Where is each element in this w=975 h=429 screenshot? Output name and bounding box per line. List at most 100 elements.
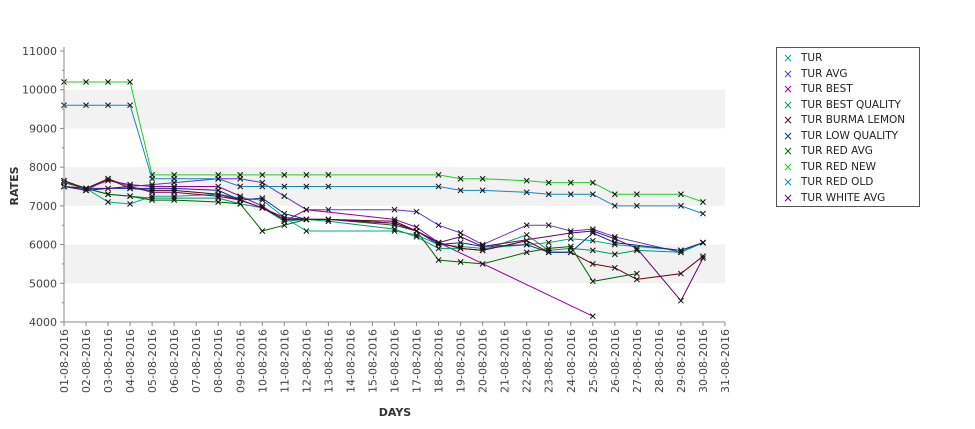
legend: × TUR × TUR AVG × TUR BEST × TUR BEST QUALITY × T… bbox=[776, 47, 920, 207]
x-tick-label: 06-08-2016 bbox=[168, 329, 181, 393]
data-point bbox=[677, 297, 684, 304]
legend-item: × TUR BEST bbox=[777, 82, 919, 98]
data-point bbox=[105, 79, 112, 85]
data-point bbox=[435, 171, 442, 178]
data-point bbox=[435, 241, 442, 248]
x-tick-label: 07-08-2016 bbox=[190, 329, 203, 393]
data-point bbox=[105, 102, 112, 109]
data-point bbox=[281, 193, 288, 200]
data-point bbox=[700, 210, 706, 217]
data-point bbox=[589, 278, 596, 285]
data-point bbox=[281, 171, 288, 178]
grid-band bbox=[64, 89, 725, 129]
data-point bbox=[523, 222, 530, 229]
data-point bbox=[589, 237, 596, 244]
x-tick-label: 22-08-2016 bbox=[521, 329, 534, 393]
tick-labels: 4000 5000 6000 7000 8000 9000 10000 11000 01-08-… bbox=[22, 45, 732, 393]
data-point bbox=[127, 193, 134, 200]
data-point bbox=[83, 102, 89, 109]
data-point bbox=[523, 241, 530, 248]
y-tick-label: 5000 bbox=[29, 277, 57, 290]
legend-label: TUR RED OLD bbox=[801, 176, 874, 188]
legend-marker-icon: × bbox=[782, 82, 794, 96]
x-tick-label: 02-08-2016 bbox=[80, 329, 93, 393]
data-point bbox=[391, 220, 398, 227]
data-point bbox=[325, 183, 332, 190]
data-point bbox=[633, 191, 640, 198]
x-tick-label: 13-08-2016 bbox=[322, 329, 335, 393]
data-point bbox=[545, 245, 552, 252]
x-tick-label: 25-08-2016 bbox=[587, 329, 600, 393]
data-point bbox=[303, 206, 310, 213]
data-point bbox=[259, 195, 266, 202]
data-point bbox=[105, 199, 112, 205]
x-tick-label: 03-08-2016 bbox=[102, 329, 115, 393]
legend-marker-icon: × bbox=[782, 128, 794, 143]
data-point bbox=[457, 175, 464, 182]
data-point bbox=[171, 189, 178, 196]
data-point bbox=[325, 171, 332, 178]
data-point bbox=[633, 247, 640, 254]
y-tick-label: 8000 bbox=[29, 161, 57, 174]
legend-label: TUR BURMA LEMON bbox=[801, 114, 906, 126]
data-point bbox=[700, 199, 706, 205]
data-point bbox=[633, 202, 640, 209]
data-point bbox=[589, 228, 596, 234]
data-point bbox=[237, 183, 244, 190]
data-point bbox=[611, 202, 618, 209]
data-point bbox=[545, 222, 552, 229]
legend-item: × TUR RED AVG bbox=[777, 144, 919, 160]
series-line bbox=[63, 178, 704, 253]
x-tick-label: 29-08-2016 bbox=[675, 329, 688, 393]
legend-label: TUR bbox=[801, 52, 823, 64]
data-point bbox=[523, 177, 530, 184]
x-axis-title: DAYS bbox=[379, 406, 412, 419]
legend-marker-icon: × bbox=[782, 66, 794, 81]
series-tur-white-avg bbox=[61, 183, 706, 304]
legend-item: × TUR bbox=[777, 51, 919, 67]
data-point bbox=[633, 245, 640, 252]
legend-item: × TUR RED NEW bbox=[777, 160, 919, 176]
data-point bbox=[149, 189, 156, 196]
legend-item: × TUR RED OLD bbox=[777, 175, 919, 191]
data-point bbox=[127, 183, 134, 190]
y-tick-label: 9000 bbox=[29, 122, 57, 135]
data-point bbox=[435, 222, 442, 229]
x-tick-label: 16-08-2016 bbox=[389, 329, 402, 393]
data-point bbox=[523, 231, 530, 238]
data-point bbox=[589, 191, 596, 198]
x-tick-label: 05-08-2016 bbox=[146, 329, 159, 393]
data-point bbox=[457, 233, 464, 240]
data-point bbox=[259, 204, 266, 211]
legend-marker-icon: × bbox=[782, 113, 794, 127]
data-point bbox=[567, 230, 574, 236]
legend-item: × TUR BURMA LEMON bbox=[777, 113, 919, 129]
legend-label: TUR AVG bbox=[801, 67, 848, 80]
y-tick-label: 6000 bbox=[29, 239, 57, 252]
data-point bbox=[677, 191, 684, 198]
data-point bbox=[677, 270, 684, 277]
data-point bbox=[413, 208, 420, 215]
data-point bbox=[457, 239, 464, 246]
data-point bbox=[435, 239, 442, 246]
data-point bbox=[413, 233, 420, 240]
y-tick-label: 11000 bbox=[22, 45, 57, 58]
data-point bbox=[149, 197, 156, 204]
x-tick-label: 10-08-2016 bbox=[256, 329, 269, 393]
data-point bbox=[105, 177, 112, 184]
data-point bbox=[325, 216, 332, 223]
x-tick-label: 31-08-2016 bbox=[719, 329, 732, 393]
series-tur-red-new bbox=[61, 79, 706, 205]
legend-label: TUR WHITE AVG bbox=[801, 191, 886, 204]
data-point bbox=[237, 171, 244, 178]
data-point bbox=[83, 79, 89, 85]
x-tick-label: 18-08-2016 bbox=[433, 329, 446, 393]
data-point bbox=[457, 259, 464, 265]
data-point bbox=[589, 260, 596, 267]
y-tick-label: 4000 bbox=[29, 316, 57, 329]
data-point bbox=[303, 183, 310, 190]
data-point bbox=[391, 206, 398, 213]
data-point bbox=[259, 171, 266, 178]
data-point bbox=[523, 189, 530, 196]
